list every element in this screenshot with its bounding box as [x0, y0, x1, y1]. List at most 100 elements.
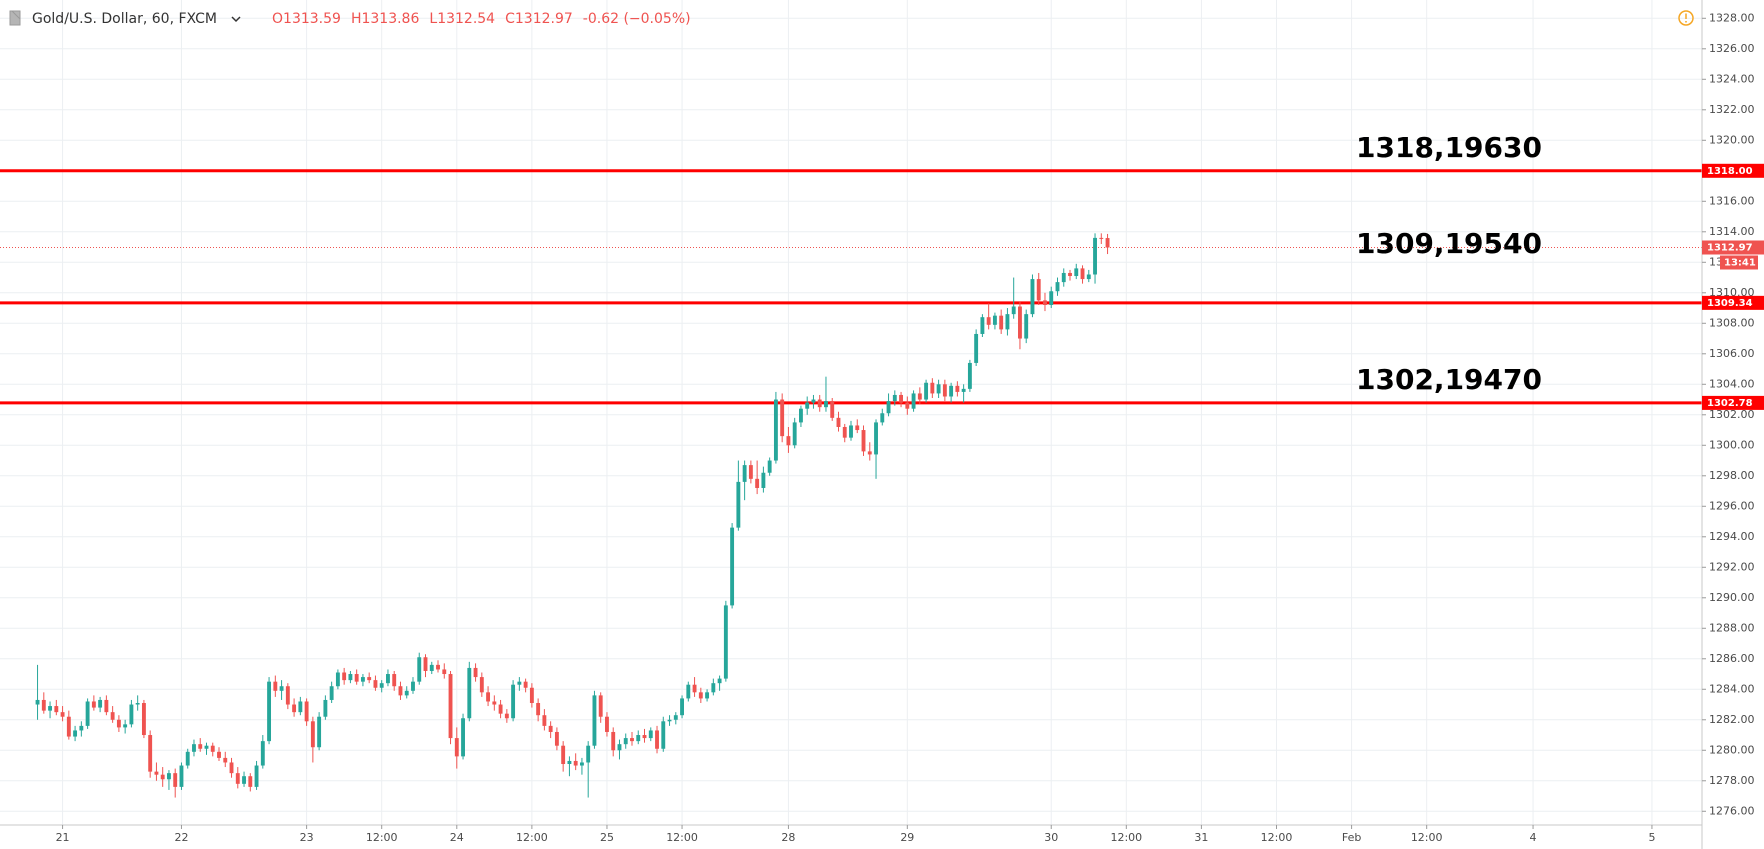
y-tick-label: 1302.00: [1709, 408, 1755, 421]
x-tick-label: 5: [1648, 831, 1655, 844]
candle-body: [148, 735, 153, 772]
candle-body: [805, 402, 810, 409]
candle-body: [1036, 279, 1041, 301]
candle-body: [667, 719, 672, 722]
candle-body: [567, 760, 572, 765]
candle-body: [1086, 274, 1091, 280]
candle-body: [579, 762, 584, 766]
candle-body: [123, 724, 128, 728]
candle-body: [511, 684, 516, 719]
candle-body: [886, 401, 891, 414]
candle-body: [824, 401, 828, 408]
symbol-title[interactable]: Gold/U.S. Dollar, 60, FXCM: [32, 11, 217, 27]
candle-body: [429, 664, 434, 671]
candle-body: [786, 436, 791, 446]
y-tick-label: 1286.00: [1709, 652, 1755, 665]
ohlc-label: H: [351, 11, 362, 27]
candle-body: [892, 394, 897, 402]
candle-body: [849, 425, 853, 438]
candle-body: [730, 527, 735, 606]
candle-body: [554, 731, 559, 746]
candle-body: [373, 680, 378, 688]
y-tick-label: 1284.00: [1709, 682, 1755, 695]
candle-body: [229, 762, 234, 774]
candle-body: [110, 712, 115, 720]
ohlc-value: 1312.97: [515, 11, 573, 27]
ohlc-value: 1313.86: [361, 11, 419, 27]
x-tick-label: 23: [300, 831, 314, 844]
level-tag-bg: [1702, 295, 1764, 310]
candle-body: [980, 317, 985, 334]
candle-body: [661, 721, 666, 749]
candle-body: [173, 773, 178, 787]
candle-body: [79, 725, 84, 731]
warning-icon[interactable]: [1678, 10, 1694, 26]
x-tick-label: 21: [56, 831, 70, 844]
candle-body: [717, 678, 722, 684]
warning-circle[interactable]: [1678, 10, 1694, 26]
symbol-chevron[interactable]: [231, 16, 241, 23]
y-tick-label: 1304.00: [1709, 377, 1755, 390]
candle-body: [949, 385, 954, 397]
ohlc-label: C: [505, 11, 515, 27]
x-tick-label: 12:00: [666, 831, 698, 844]
candle-body: [911, 393, 916, 409]
level-tag-bg: [1702, 395, 1764, 410]
candle-body: [473, 667, 478, 678]
candle-body: [523, 681, 528, 688]
candle-body: [1049, 291, 1054, 305]
candle-body: [486, 692, 491, 702]
candle-body: [899, 394, 903, 403]
candle-body: [529, 687, 534, 704]
level-tag-bg: [1702, 163, 1764, 178]
ohlc-change: -0.62 (−0.05%): [583, 11, 691, 27]
candle-body: [467, 667, 472, 719]
x-tick-label: 12:00: [1110, 831, 1142, 844]
candle-body: [548, 725, 553, 732]
candle-body: [955, 385, 960, 392]
y-tick-label: 1282.00: [1709, 713, 1755, 726]
ohlc-label: L: [429, 11, 437, 27]
candles: [35, 233, 1110, 798]
candle-body: [1011, 306, 1016, 315]
candle-body: [398, 686, 403, 696]
candle-body: [880, 413, 885, 423]
candle-body: [154, 771, 159, 775]
candle-body: [129, 704, 134, 725]
last-price-tag: 1312.97: [1707, 243, 1753, 254]
x-tick-label: 12:00: [366, 831, 398, 844]
candle-body: [917, 393, 922, 400]
candle-body: [836, 417, 841, 427]
ohlc-label: O: [272, 11, 283, 27]
candle-body: [285, 686, 290, 705]
candle-body: [436, 664, 440, 670]
y-tick-label: 1294.00: [1709, 530, 1755, 543]
candle-body: [1099, 237, 1104, 239]
candle-body: [692, 684, 697, 693]
y-tick-label: 1280.00: [1709, 743, 1755, 756]
candle-body: [386, 674, 390, 684]
candle-body: [167, 773, 171, 780]
level-note: 1302,19470: [1356, 363, 1542, 396]
y-tick-label: 1320.00: [1709, 133, 1755, 146]
candle-body: [35, 699, 40, 705]
candle-body: [104, 699, 109, 713]
candle-body: [304, 701, 309, 722]
candle-body: [54, 706, 59, 713]
candle-body: [1080, 268, 1085, 280]
candle-body: [329, 686, 334, 700]
candle-body: [317, 716, 322, 748]
candle-body: [160, 774, 165, 780]
candle-body: [855, 425, 860, 431]
y-tick-label: 1314.00: [1709, 225, 1755, 238]
candle-body: [974, 333, 979, 363]
candle-body: [417, 657, 422, 682]
candle-body: [1093, 237, 1097, 275]
header[interactable]: Gold/U.S. Dollar, 60, FXCM O1313.59 H1313…: [9, 10, 691, 27]
candle-body: [323, 699, 328, 717]
x-tick-label: 12:00: [516, 831, 548, 844]
x-tick-label: 12:00: [1261, 831, 1293, 844]
candle-body: [342, 672, 347, 681]
